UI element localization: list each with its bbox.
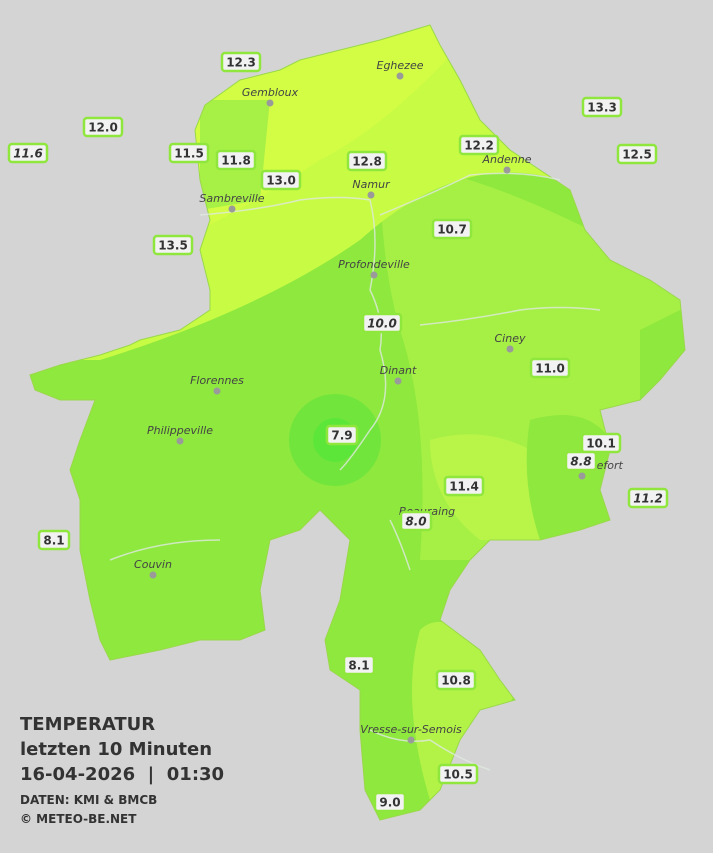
station-box xyxy=(431,218,473,240)
station-value: 12.3 xyxy=(226,56,256,70)
station-value: 12.5 xyxy=(622,148,652,162)
station-value: 10.8 xyxy=(441,674,471,688)
station-box xyxy=(7,142,49,164)
station-box xyxy=(82,116,124,138)
station-box xyxy=(373,791,407,813)
station-value: 10.1 xyxy=(586,437,616,451)
legend-datetime: 16-04-2026 | 01:30 xyxy=(20,764,224,785)
station-box xyxy=(564,450,598,472)
city-dot xyxy=(506,345,514,353)
station-value: 8.8 xyxy=(570,455,591,469)
legend-title: TEMPERATUR xyxy=(20,714,155,735)
station-box xyxy=(399,510,433,532)
station-box xyxy=(581,96,623,118)
city-label: Ciney xyxy=(495,332,526,345)
station-box xyxy=(220,51,262,73)
rivers xyxy=(109,172,601,771)
city-label: Dinant xyxy=(380,364,417,377)
station-box xyxy=(260,169,302,191)
station-box xyxy=(458,134,500,156)
city-label: Couvin xyxy=(134,558,172,571)
city-label: Sambreville xyxy=(199,192,264,205)
station-value: 11.6 xyxy=(13,147,43,161)
station-value: 12.0 xyxy=(88,121,118,135)
station-value: 7.9 xyxy=(331,429,352,443)
city-label: Vresse-sur-Semois xyxy=(360,723,462,736)
station-box xyxy=(529,357,571,379)
legend-period: letzten 10 Minuten xyxy=(20,739,212,760)
station-box xyxy=(215,149,257,171)
station-box xyxy=(616,143,658,165)
station-box xyxy=(37,529,71,551)
station-value: 13.0 xyxy=(266,174,296,188)
station-value: 8.1 xyxy=(348,659,369,673)
legend-copyright: © METEO-BE.NET xyxy=(20,812,137,826)
station-box xyxy=(325,424,359,446)
city-dot xyxy=(176,437,184,445)
station-value: 11.8 xyxy=(221,154,251,168)
stations: 12.3 12.0 11.6 11.5 11.8 13.0 12.8 12.2 13.3 12.5… xyxy=(7,51,669,813)
city-dot xyxy=(228,205,236,213)
station-box xyxy=(443,475,485,497)
station-box xyxy=(627,487,669,509)
station-value: 12.8 xyxy=(352,155,382,169)
station-box xyxy=(580,432,622,454)
station-box xyxy=(342,654,376,676)
station-value: 11.2 xyxy=(633,492,663,506)
city-label: Philippeville xyxy=(147,424,213,437)
station-value: 8.0 xyxy=(405,515,426,529)
city-dot xyxy=(396,72,404,80)
station-value: 10.5 xyxy=(443,768,473,782)
station-value: 10.0 xyxy=(367,317,397,331)
city-dot xyxy=(370,271,378,279)
station-value: 9.0 xyxy=(379,796,400,810)
city-dot xyxy=(213,387,221,395)
city-label: Eghezee xyxy=(377,59,424,72)
station-box xyxy=(152,234,194,256)
city-dot xyxy=(149,571,157,579)
city-dot xyxy=(394,377,402,385)
station-box xyxy=(168,142,210,164)
city-dot xyxy=(503,166,511,174)
station-value: 12.2 xyxy=(464,139,494,153)
city-label: Namur xyxy=(352,178,391,191)
city-label: Andenne xyxy=(482,153,532,166)
station-box xyxy=(346,150,388,172)
city-label: Profondeville xyxy=(338,258,410,271)
station-value: 11.5 xyxy=(174,147,204,161)
city-dot xyxy=(407,736,415,744)
station-value: 8.1 xyxy=(43,534,64,548)
station-box xyxy=(435,669,477,691)
city-dot xyxy=(578,472,586,480)
city-label: Gembloux xyxy=(242,86,299,99)
station-value: 13.5 xyxy=(158,239,188,253)
city-label: Florennes xyxy=(190,374,244,387)
station-box xyxy=(437,763,479,785)
station-value: 13.3 xyxy=(587,101,617,115)
station-value: 11.4 xyxy=(449,480,479,494)
station-value: 10.7 xyxy=(437,223,467,237)
station-box xyxy=(361,312,403,334)
legend-source: DATEN: KMI & BMCB xyxy=(20,793,157,807)
city-dot xyxy=(367,191,375,199)
city-dot xyxy=(266,99,274,107)
station-value: 11.0 xyxy=(535,362,565,376)
